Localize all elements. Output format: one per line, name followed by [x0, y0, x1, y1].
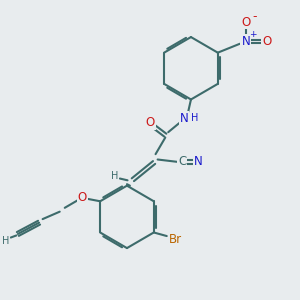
Text: O: O [241, 16, 250, 28]
Text: +: + [249, 30, 257, 39]
Text: N: N [242, 35, 250, 48]
Text: O: O [262, 35, 272, 48]
Text: N: N [194, 155, 203, 168]
Text: H: H [111, 171, 118, 181]
Text: C: C [178, 155, 186, 168]
Text: H: H [191, 113, 199, 124]
Text: -: - [252, 10, 257, 23]
Text: Br: Br [168, 232, 182, 245]
Text: N: N [180, 112, 188, 125]
Text: O: O [78, 191, 87, 204]
Text: H: H [2, 236, 9, 245]
Text: O: O [145, 116, 154, 129]
